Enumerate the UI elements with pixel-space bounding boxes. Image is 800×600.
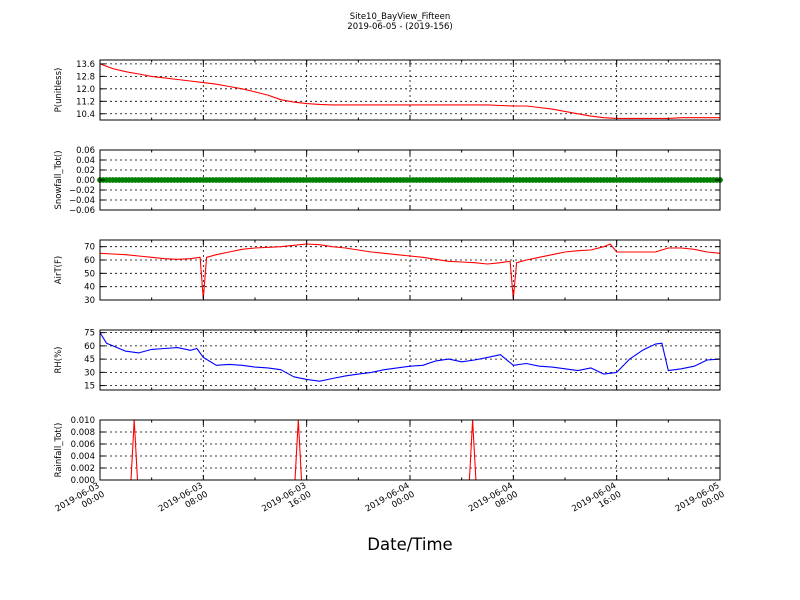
y-tick-label: 50	[84, 269, 95, 279]
y-tick-label: 30	[84, 296, 95, 306]
y-tick-label: 0.006	[71, 440, 95, 450]
y-tick-label: −0.06	[69, 206, 95, 216]
figure-title: Site10_BayView_Fifteen	[350, 12, 451, 22]
series-line-RH(%)	[99, 332, 721, 382]
y-tick-label: 40	[84, 283, 95, 293]
y-axis-label: P(unitless)	[54, 68, 64, 113]
y-tick-label: −0.04	[69, 196, 95, 206]
subplot-2: 0.060.040.020.00−0.02−0.04−0.06 Snowfall_…	[54, 146, 723, 216]
y-axis-label: AirT(F)	[54, 256, 64, 284]
y-tick-label: 45	[84, 355, 95, 365]
y-tick-label: 60	[84, 342, 95, 352]
y-tick-label: 0.002	[71, 464, 95, 474]
y-axis-label: Rainfall_Tot()	[54, 423, 64, 478]
x-axis-label: Date/Time	[367, 535, 452, 554]
y-tick-label: 0.06	[76, 146, 95, 156]
y-tick-label: 13.6	[76, 60, 95, 70]
y-tick-label: 15	[84, 382, 95, 392]
y-tick-label: 30	[84, 368, 95, 378]
y-tick-label: 60	[84, 256, 95, 266]
subplot-5: 0.010 0.008 0.006 0.004 0.002 0.000 Rainfall_T…	[54, 416, 721, 486]
y-axis-label: Snowfall_Tot()	[54, 150, 64, 209]
y-tick-label: 0.04	[76, 156, 95, 166]
y-tick-label: 0.00	[76, 176, 95, 186]
y-tick-label: 0.008	[71, 428, 95, 438]
y-tick-label: 11.2	[76, 97, 95, 107]
y-tick-label: 0.010	[71, 416, 95, 426]
y-tick-label: 0.02	[76, 166, 95, 176]
y-tick-label: 0.004	[71, 452, 95, 462]
figure-subtitle: 2019-06-05 - (2019-156)	[347, 22, 452, 32]
subplot-stack: 13.612.812.011.210.4P(unitless)0.060.040…	[54, 59, 723, 486]
y-tick-label: 12.8	[76, 72, 95, 82]
subplot-4: 75 60 45 30 15 RH(%)	[54, 329, 721, 392]
subplot-3: 70 60 50 40 30 AirT(F)	[54, 239, 721, 306]
y-tick-label: 10.4	[76, 110, 95, 120]
subplot-1: 13.6 12.8 12.0 11.2 10.4 P(unitless)	[54, 59, 721, 121]
y-tick-label: 0.000	[71, 476, 95, 486]
y-axis-label: RH(%)	[54, 346, 64, 373]
y-tick-label: 12.0	[76, 85, 95, 95]
y-tick-label: −0.02	[69, 186, 95, 196]
y-tick-label: 70	[84, 243, 95, 253]
y-tick-label: 75	[84, 329, 95, 339]
series-line-AirT(F)	[99, 243, 721, 300]
